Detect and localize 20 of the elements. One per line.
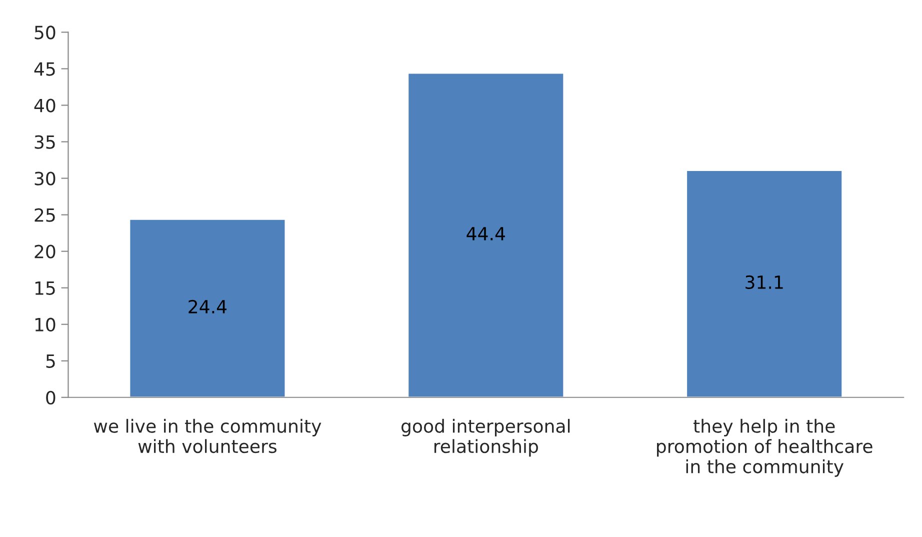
y-tick-label: 45: [34, 62, 55, 76]
y-tick-label: 30: [34, 172, 56, 186]
data-label: 24.4: [188, 300, 227, 314]
x-tick-label: good interpersonal relationship: [401, 418, 570, 457]
y-tick-label: 5: [46, 354, 55, 368]
y-tick-label: 25: [34, 208, 55, 222]
bar: [686, 170, 843, 398]
y-tick-label: 15: [35, 282, 55, 295]
x-tick-label: they help in the promotion of healthcare in the community: [657, 418, 872, 477]
data-label: 31.1: [746, 275, 783, 290]
bar: [128, 218, 286, 398]
y-tick-label: 20: [34, 244, 56, 258]
y-tick-label: 35: [34, 135, 55, 149]
x-tick-label: we live in the community with volunteers: [94, 418, 322, 454]
y-tick-label: 0: [46, 390, 56, 404]
y-tick-label: 40: [34, 98, 56, 112]
y-tick-label: 10: [35, 318, 56, 332]
bar: [407, 72, 565, 398]
y-tick-label: 50: [34, 26, 56, 40]
data-label: 44.4: [466, 227, 505, 240]
